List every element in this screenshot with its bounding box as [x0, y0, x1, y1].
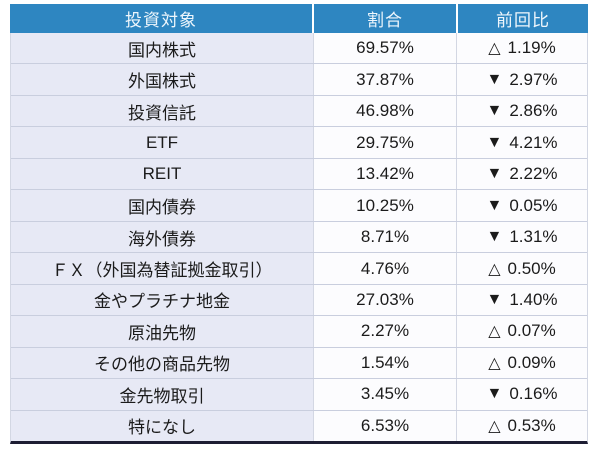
change-value: 1.40%: [509, 289, 558, 309]
change-value: 2.86%: [509, 101, 558, 121]
up-triangle-icon: △: [488, 260, 501, 278]
table-row: 投資信託 46.98% ▼ 2.86%: [11, 94, 587, 127]
table-body: 国内株式 69.57% △ 1.19% 外国株式 37.87% ▼ 2.97% …: [10, 33, 588, 444]
change-cell: ▼ 0.05%: [457, 190, 587, 221]
change-cell: △ 0.09%: [457, 347, 587, 379]
header-change: 前回比: [496, 11, 550, 30]
change-cell: △ 0.50%: [457, 253, 587, 284]
table-row: 金先物取引 3.45% ▼ 0.16%: [11, 378, 587, 410]
header-ratio: 割合: [314, 4, 458, 33]
asset-name-cell: 投資信託: [11, 95, 314, 127]
down-triangle-icon: ▼: [486, 385, 503, 403]
down-triangle-icon: ▼: [486, 165, 503, 183]
ratio-cell: 27.03%: [314, 284, 457, 316]
asset-name-cell: 特になし: [11, 410, 314, 442]
ratio-cell: 8.71%: [314, 221, 457, 253]
ratio-cell: 10.25%: [314, 190, 457, 221]
change-cell: ▼ 2.86%: [457, 95, 587, 127]
table-row: ETF 29.75% ▼ 4.21%: [11, 126, 587, 158]
down-triangle-icon: ▼: [486, 290, 503, 308]
change-cell: ▼ 4.21%: [457, 127, 587, 158]
ratio-cell: 4.76%: [314, 253, 457, 284]
ratio-cell: 13.42%: [314, 158, 457, 190]
down-triangle-icon: ▼: [486, 102, 503, 120]
down-triangle-icon: ▼: [486, 70, 503, 88]
asset-name-cell: 原油先物: [11, 316, 314, 347]
ratio-cell: 69.57%: [314, 33, 457, 64]
table-row: 外国株式 37.87% ▼ 2.97%: [11, 63, 587, 95]
asset-name-cell: 金やプラチナ地金: [11, 284, 314, 316]
ratio-cell: 6.53%: [314, 410, 457, 442]
up-triangle-icon: △: [488, 354, 501, 372]
up-triangle-icon: △: [488, 417, 501, 435]
change-value: 4.21%: [509, 132, 558, 152]
table-row: REIT 13.42% ▼ 2.22%: [11, 157, 587, 190]
change-value: 2.97%: [509, 69, 558, 89]
table-row: ＦＸ（外国為替証拠金取引） 4.76% △ 0.50%: [11, 252, 587, 284]
change-value: 0.53%: [507, 415, 556, 435]
table-row: 国内債券 10.25% ▼ 0.05%: [11, 189, 587, 221]
table-row: その他の商品先物 1.54% △ 0.09%: [11, 346, 587, 379]
table-row: 原油先物 2.27% △ 0.07%: [11, 315, 587, 347]
change-cell: △ 0.53%: [457, 410, 587, 442]
asset-name-cell: ＦＸ（外国為替証拠金取引）: [11, 253, 314, 284]
asset-name-cell: ETF: [11, 127, 314, 158]
change-cell: ▼ 1.40%: [457, 284, 587, 316]
change-value: 0.09%: [507, 352, 556, 372]
up-triangle-icon: △: [488, 40, 501, 58]
table-row: 特になし 6.53% △ 0.53%: [11, 409, 587, 442]
asset-name-cell: その他の商品先物: [11, 347, 314, 379]
ratio-cell: 46.98%: [314, 95, 457, 127]
change-value: 0.07%: [507, 321, 556, 341]
down-triangle-icon: ▼: [486, 228, 503, 246]
asset-name-cell: 海外債券: [11, 221, 314, 253]
table-row: 国内株式 69.57% △ 1.19%: [11, 33, 587, 64]
down-triangle-icon: ▼: [486, 133, 503, 151]
change-value: 0.05%: [509, 195, 558, 215]
asset-name-cell: 国内債券: [11, 190, 314, 221]
ratio-cell: 3.45%: [314, 379, 457, 410]
change-value: 0.50%: [507, 258, 556, 278]
investment-allocation-table: 投資対象 割合 前回比 国内株式 69.57% △ 1.19% 外国株式 37.…: [10, 4, 588, 444]
change-value: 1.31%: [509, 227, 558, 247]
ratio-cell: 29.75%: [314, 127, 457, 158]
change-value: 0.16%: [509, 384, 558, 404]
asset-name-cell: 国内株式: [11, 33, 314, 64]
ratio-cell: 37.87%: [314, 64, 457, 95]
down-triangle-icon: ▼: [486, 196, 503, 214]
change-cell: ▼ 0.16%: [457, 379, 587, 410]
change-value: 2.22%: [509, 164, 558, 184]
change-cell: △ 1.19%: [457, 33, 587, 64]
table-header-row: 投資対象 割合 前回比: [10, 4, 588, 33]
change-cell: ▼ 2.22%: [457, 158, 587, 190]
asset-name-cell: 金先物取引: [11, 379, 314, 410]
change-cell: ▼ 2.97%: [457, 64, 587, 95]
change-value: 1.19%: [507, 38, 556, 58]
up-triangle-icon: △: [488, 323, 501, 341]
change-cell: ▼ 1.31%: [457, 221, 587, 253]
header-asset: 投資対象: [10, 4, 314, 33]
asset-name-cell: REIT: [11, 158, 314, 190]
table-row: 金やプラチナ地金 27.03% ▼ 1.40%: [11, 283, 587, 316]
ratio-cell: 2.27%: [314, 316, 457, 347]
table-row: 海外債券 8.71% ▼ 1.31%: [11, 220, 587, 253]
change-cell: △ 0.07%: [457, 316, 587, 347]
ratio-cell: 1.54%: [314, 347, 457, 379]
asset-name-cell: 外国株式: [11, 64, 314, 95]
